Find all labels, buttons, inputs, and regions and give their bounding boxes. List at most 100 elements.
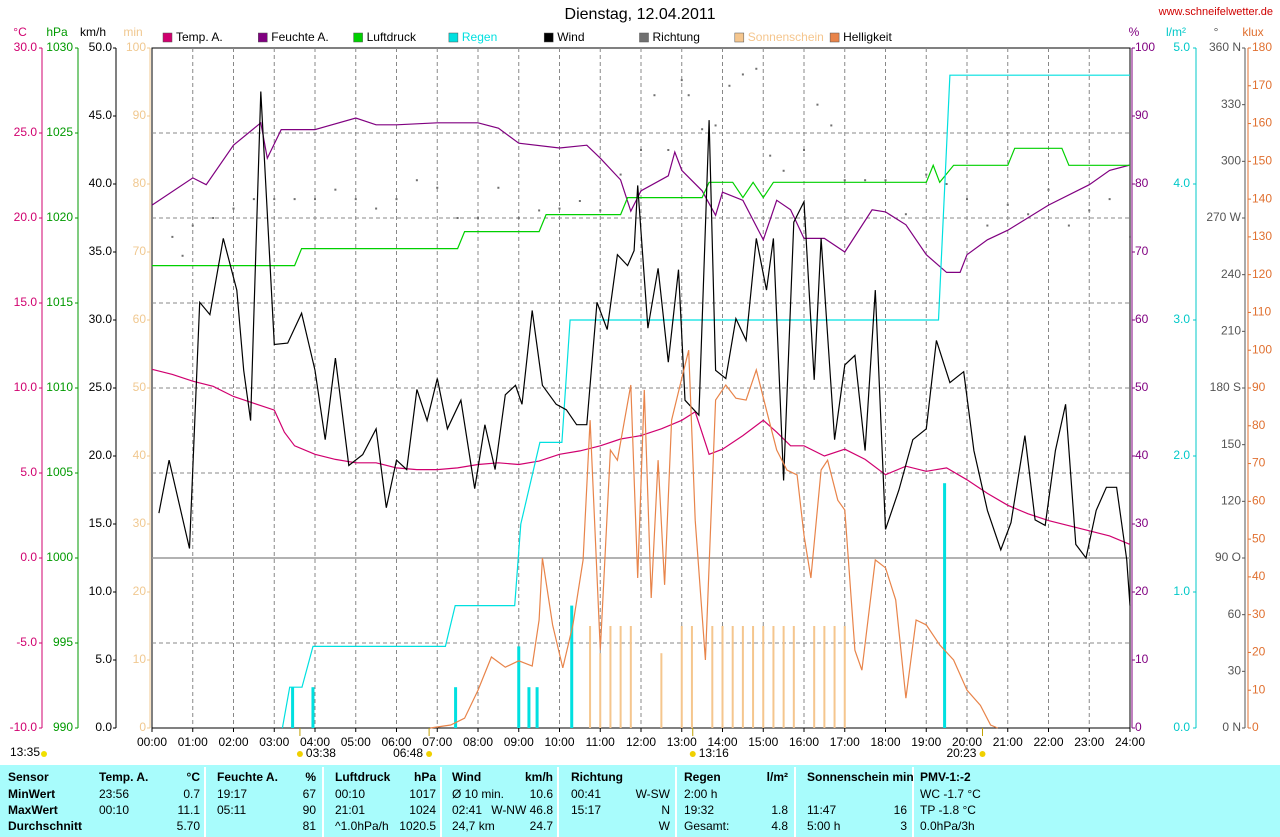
y-tick-label: 15.0 [89,516,113,530]
y-tick-label: 25.0 [14,125,38,139]
y-tick-label: 60 [133,312,147,326]
direction-dot [191,224,194,227]
table-cell: MinWert [8,787,55,801]
y-tick-label: 30 [133,516,147,530]
y-tick-label: 150 [1252,154,1272,168]
y-tick-label: 170 [1252,78,1272,92]
table-cell: Temp. A. [99,770,148,784]
sunshine-bar [690,626,693,728]
axis-title: °C [13,25,27,39]
y-tick-label: 995 [53,635,73,649]
y-tick-label: 70 [133,244,147,258]
direction-dot [1027,213,1030,216]
y-tick-label: 50 [1135,380,1149,394]
y-tick-label: 120 [1221,494,1241,508]
y-tick-label: 40.0 [89,176,113,190]
y-tick-label: 1000 [46,550,73,564]
y-tick-label: 1020 [46,210,73,224]
y-tick-label: 30 [1228,664,1242,678]
y-tick-label: 10 [133,652,147,666]
y-tick-label: 0.0 [1173,720,1190,734]
x-tick-label: 02:00 [218,735,248,749]
axis-title: ° [1214,25,1219,39]
table-cell: l/m² [767,770,788,784]
y-tick-label: 90 [133,108,147,122]
y-tick-label: 30 [1135,516,1149,530]
y-tick-label: 50.0 [89,40,113,54]
y-tick-label: 80 [133,176,147,190]
y-tick-label: 30 [1252,607,1266,621]
y-tick-label: 5.0 [20,465,37,479]
y-tick-label: 40 [133,448,147,462]
direction-dot [945,183,948,185]
x-tick-label: 04:00 [300,735,330,749]
table-cell: 4.8 [771,819,788,833]
direction-dot [687,94,690,97]
table-cell: 19:32 [684,803,714,817]
sunshine-bar [589,626,592,728]
table-cell: PMV-1:-2 [920,770,971,784]
y-tick-label: 300 [1221,154,1241,168]
direction-dot [619,173,622,176]
table-cell: Wind [452,770,481,784]
y-tick-label: 1025 [46,125,73,139]
y-tick-label: 100 [1135,40,1155,54]
annotation: 20:23 [946,746,976,760]
table-cell: 02:41 [452,803,482,817]
direction-dot [843,179,846,182]
table-cell: Richtung [571,770,623,784]
direction-dot [477,217,479,219]
y-tick-label: 10.0 [14,380,38,394]
y-tick-label: 70 [1252,456,1266,470]
table-cell: % [305,770,316,784]
rain-bar [943,483,947,728]
y-tick-label: 20.0 [14,210,38,224]
direction-dot [904,213,907,216]
y-tick-label: 5.0 [95,652,112,666]
table-cell: 5.70 [177,819,201,833]
direction-dot [1129,235,1131,238]
table-cell: Feuchte A. [217,770,278,784]
table-cell: 24,7 km [452,819,495,833]
y-tick-label: 180 [1252,40,1272,54]
y-tick-label: 1005 [46,465,73,479]
y-tick-label: 0.0 [20,550,37,564]
table-cell: 1024 [409,803,436,817]
sunshine-bar [833,626,836,728]
sunshine-bar [629,626,632,728]
sun-icon [296,751,303,757]
table-background [0,765,1280,837]
sunshine-bar [752,626,755,728]
x-tick-label: 12:00 [626,735,656,749]
x-tick-label: 23:00 [1074,735,1104,749]
rain-bar [291,687,295,728]
direction-dot [334,188,337,191]
y-tick-label: 1030 [46,40,73,54]
x-tick-label: 10:00 [544,735,574,749]
series-line [158,91,1131,606]
direction-dot [252,198,255,201]
direction-dot [769,154,772,157]
table-cell: W-NW 46.8 [491,803,553,817]
table-cell: 10.6 [530,787,554,801]
y-tick-label: 1015 [46,295,73,309]
y-tick-label: 100 [126,40,146,54]
rain-bar [535,687,539,728]
y-tick-label: 70 [1135,244,1149,258]
x-tick-label: 21:00 [993,735,1023,749]
table-cell: 00:10 [99,803,129,817]
direction-dot [293,198,296,201]
sunshine-bar [762,626,765,728]
table-cell: 21:01 [335,803,365,817]
direction-dot [415,179,418,182]
legend-swatch [258,32,268,43]
y-tick-label: 80 [1252,418,1266,432]
legend-swatch [543,32,554,43]
y-tick-label: 180 S [1210,380,1241,394]
annotation: 06:48 [393,746,423,760]
y-tick-label: 1010 [46,380,73,394]
rain-bar [527,687,531,728]
table-cell: Gesamt: [684,819,729,833]
y-tick-label: 1.0 [1173,584,1190,598]
direction-dot [755,67,758,70]
